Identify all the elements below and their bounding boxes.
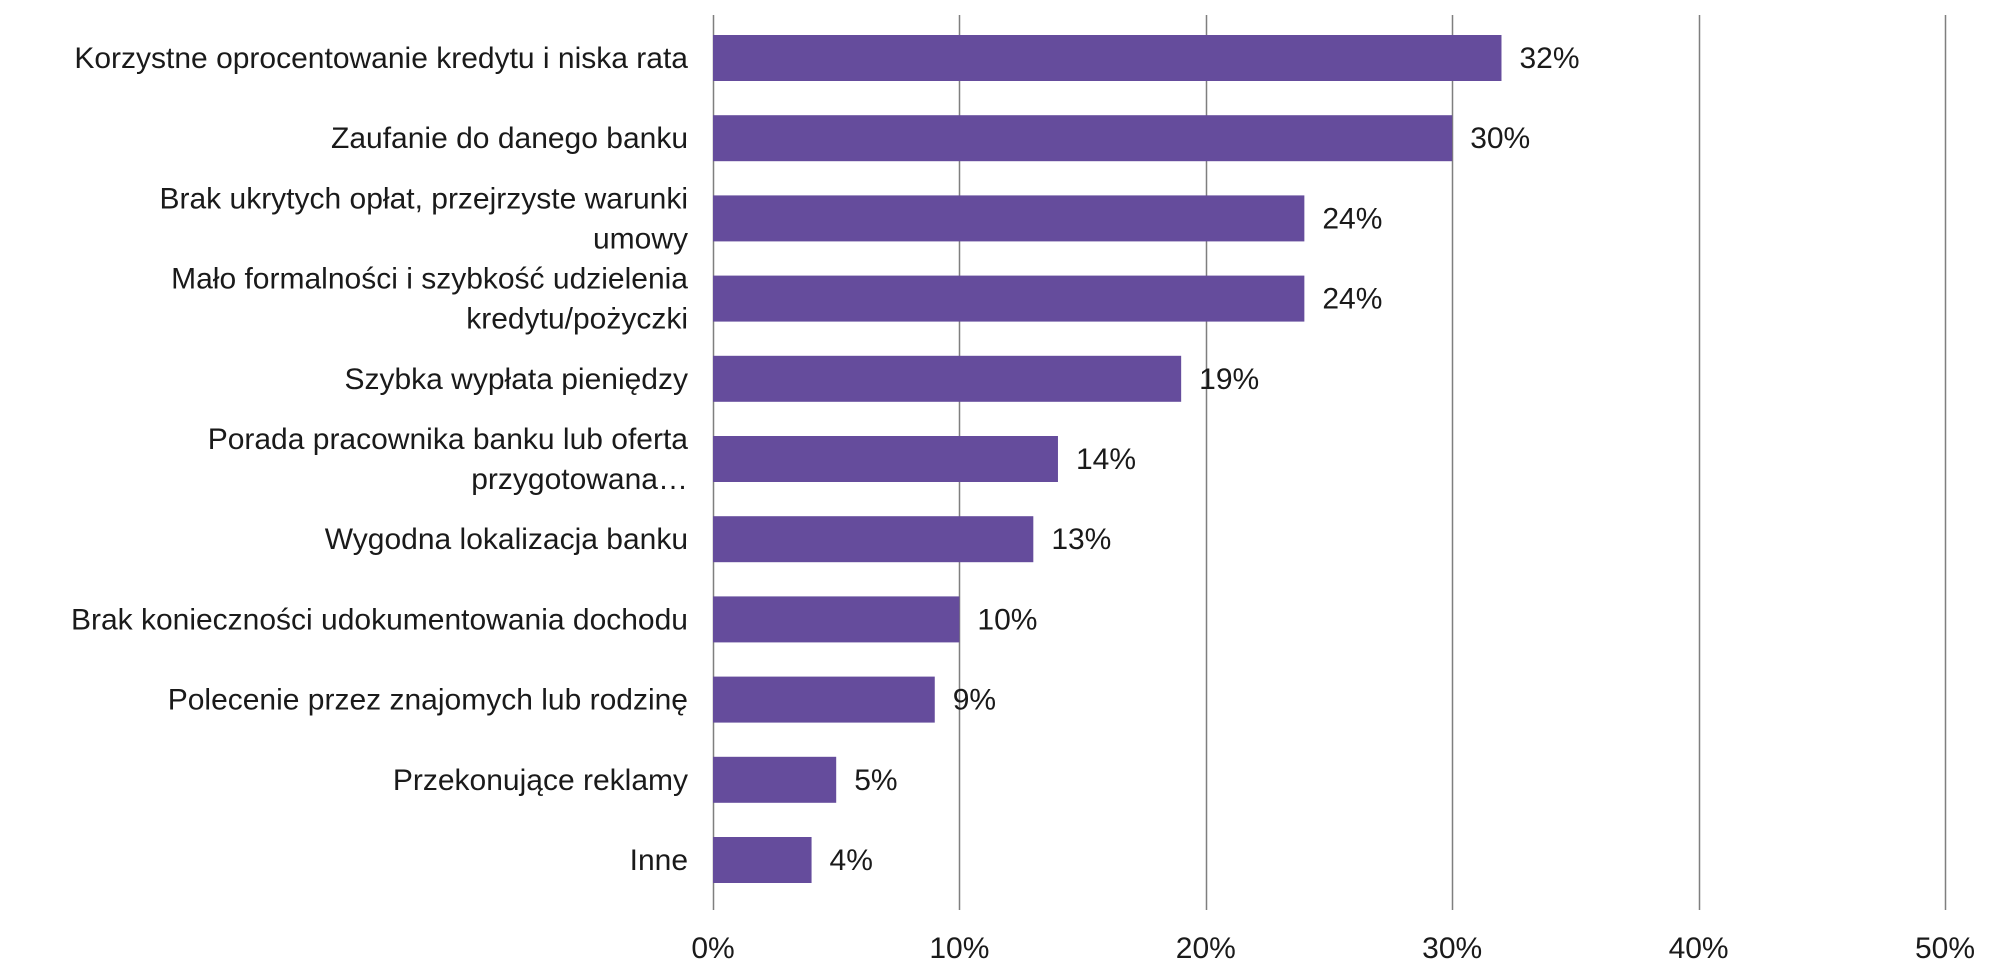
data-label: 5%	[854, 764, 897, 797]
bar	[713, 195, 1305, 242]
category-label: Porada pracownika banku lub oferta przygo…	[208, 423, 689, 496]
category-label: Szybka wypłata pieniędzy	[344, 363, 688, 396]
data-label: 24%	[1322, 283, 1382, 316]
bar	[713, 355, 1182, 402]
category-label: Zaufanie do danego banku	[331, 122, 688, 155]
data-label: 30%	[1470, 122, 1530, 155]
bar	[713, 756, 837, 803]
bar	[713, 596, 960, 643]
bar	[713, 35, 1502, 81]
category-label: Przekonujące reklamy	[393, 764, 688, 797]
x-tick-label: 40%	[1669, 932, 1729, 965]
x-tick-label: 50%	[1915, 932, 1975, 965]
data-label: 4%	[830, 844, 873, 877]
bar	[713, 115, 1453, 162]
category-label: Mało formalności i szybkość udzielenia kr…	[171, 263, 688, 336]
x-axis-tick-labels: 0% 10% 20% 30% 40% 50%	[691, 932, 1975, 965]
value-labels: 32% 30% 24% 24% 19% 14% 13% 10% 9% 5% 4%	[830, 42, 1580, 877]
x-tick-label: 10%	[929, 932, 989, 965]
bar	[713, 275, 1305, 322]
bars	[713, 35, 1502, 883]
data-label: 19%	[1199, 363, 1259, 396]
category-label: Brak konieczności udokumentowania dochod…	[71, 603, 688, 636]
data-label: 9%	[953, 684, 996, 717]
x-tick-label: 20%	[1176, 932, 1236, 965]
category-label: Polecenie przez znajomych lub rodzinę	[168, 684, 688, 717]
bar	[713, 676, 935, 723]
bar	[713, 837, 812, 883]
category-label: Inne	[630, 844, 688, 877]
x-tick-label: 0%	[691, 932, 734, 965]
bar	[713, 516, 1034, 563]
bar	[713, 436, 1058, 482]
data-label: 24%	[1322, 202, 1382, 235]
data-label: 14%	[1076, 443, 1136, 476]
data-label: 10%	[977, 603, 1037, 636]
category-label: Korzystne oprocentowanie kredytu i niska…	[74, 42, 688, 75]
x-tick-label: 30%	[1422, 932, 1482, 965]
data-label: 13%	[1051, 523, 1111, 556]
category-label: Wygodna lokalizacja banku	[325, 523, 688, 556]
category-labels: Korzystne oprocentowanie kredytu i niska…	[71, 42, 688, 877]
data-label: 32%	[1519, 42, 1579, 75]
category-label: Brak ukrytych opłat, przejrzyste warunki…	[159, 182, 688, 255]
